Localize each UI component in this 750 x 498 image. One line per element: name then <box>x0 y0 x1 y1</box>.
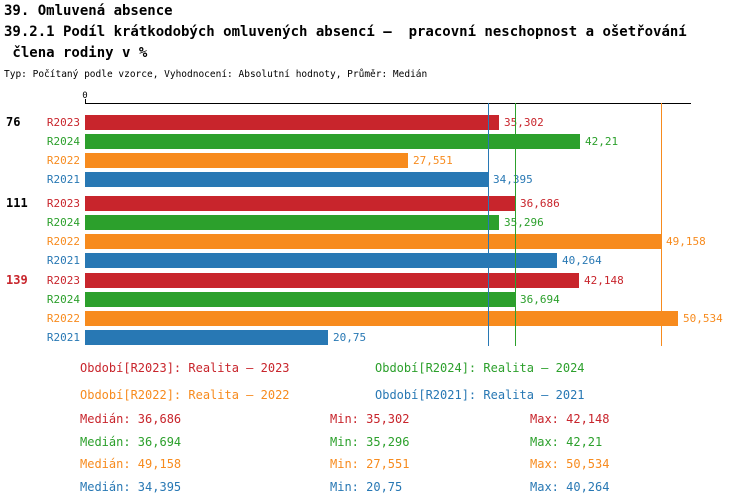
bar <box>85 172 488 187</box>
bar-value-label: 49,158 <box>666 235 706 248</box>
bar-value-label: 27,551 <box>413 154 453 167</box>
stat-max-R2021: Max: 40,264 <box>530 480 610 494</box>
stat-median-R2024: Medián: 36,694 <box>80 435 182 449</box>
stats-table: Medián: 36,686 Min: 35,302 Max: 42,148 Medi… <box>0 412 750 498</box>
median-line-R2021 <box>488 103 489 346</box>
bar-series-label: R2024 <box>46 216 80 229</box>
bar <box>85 153 408 168</box>
chart-meta: Typ: Počítaný podle vzorce, Vyhodnocení:… <box>4 69 428 80</box>
stat-max-R2022: Max: 50,534 <box>530 457 610 471</box>
bar <box>85 311 678 326</box>
bar-series-label: R2021 <box>46 254 80 267</box>
bar-series-label: R2023 <box>46 274 80 287</box>
bar-value-label: 20,75 <box>333 331 367 344</box>
bar <box>85 234 661 249</box>
x-axis-line <box>85 103 691 104</box>
chart-title: 39. Omluvená absence <box>4 3 173 19</box>
chart-subtitle: 39.2.1 Podíl krátkodobých omluvených abs… <box>4 24 687 40</box>
stat-median-R2021: Medián: 34,395 <box>80 480 182 494</box>
x-axis-zero-label: 0 <box>82 91 88 101</box>
bar-value-label: 40,264 <box>562 254 602 267</box>
bar-value-label: 42,148 <box>584 274 624 287</box>
bar-series-label: R2023 <box>46 116 80 129</box>
legend-item-R2023: Období[R2023]: Realita – 2023 <box>80 361 290 375</box>
bar-value-label: 50,534 <box>683 312 723 325</box>
bar-series-label: R2021 <box>46 331 80 344</box>
bar-series-label: R2024 <box>46 293 80 306</box>
bar <box>85 115 499 130</box>
bar-series-label: R2021 <box>46 173 80 186</box>
stat-min-R2021: Min: 20,75 <box>330 480 403 494</box>
bar <box>85 134 580 149</box>
bar <box>85 215 499 230</box>
x-axis-tick <box>85 99 86 103</box>
stat-median-R2022: Medián: 49,158 <box>80 457 182 471</box>
stat-median-R2023: Medián: 36,686 <box>80 412 182 426</box>
stat-min-R2023: Min: 35,302 <box>330 412 410 426</box>
bar-value-label: 35,302 <box>504 116 544 129</box>
legend-item-R2022: Období[R2022]: Realita – 2022 <box>80 388 290 402</box>
stat-min-R2022: Min: 27,551 <box>330 457 410 471</box>
stat-min-R2024: Min: 35,296 <box>330 435 410 449</box>
bar-value-label: 42,21 <box>585 135 619 148</box>
bar <box>85 292 515 307</box>
stat-max-R2024: Max: 42,21 <box>530 435 603 449</box>
plot-area: 76 R2023 35,302 R2024 42,21 R2022 27,551 R2021 3… <box>0 103 750 355</box>
bar-value-label: 34,395 <box>493 173 533 186</box>
median-line-R2022 <box>661 103 662 346</box>
bar-series-label: R2022 <box>46 312 80 325</box>
bar-value-label: 36,694 <box>520 293 560 306</box>
stat-max-R2023: Max: 42,148 <box>530 412 610 426</box>
bar-series-label: R2023 <box>46 197 80 210</box>
bar <box>85 273 579 288</box>
group-label: 139 <box>6 273 28 287</box>
legend-item-R2024: Období[R2024]: Realita – 2024 <box>375 361 585 375</box>
bar-value-label: 36,686 <box>520 197 560 210</box>
chart-subtitle-2: člena rodiny v % <box>4 45 148 61</box>
bar-series-label: R2024 <box>46 135 80 148</box>
bar <box>85 253 557 268</box>
bar-value-label: 35,296 <box>504 216 544 229</box>
bar-series-label: R2022 <box>46 154 80 167</box>
legend: Období[R2023]: Realita – 2023 Období[R202… <box>0 361 750 406</box>
group-label: 111 <box>6 196 28 210</box>
bar <box>85 330 328 345</box>
legend-item-R2021: Období[R2021]: Realita – 2021 <box>375 388 585 402</box>
group-label: 76 <box>6 115 21 129</box>
bar <box>85 196 515 211</box>
bar-series-label: R2022 <box>46 235 80 248</box>
median-line-R2024 <box>515 103 516 346</box>
